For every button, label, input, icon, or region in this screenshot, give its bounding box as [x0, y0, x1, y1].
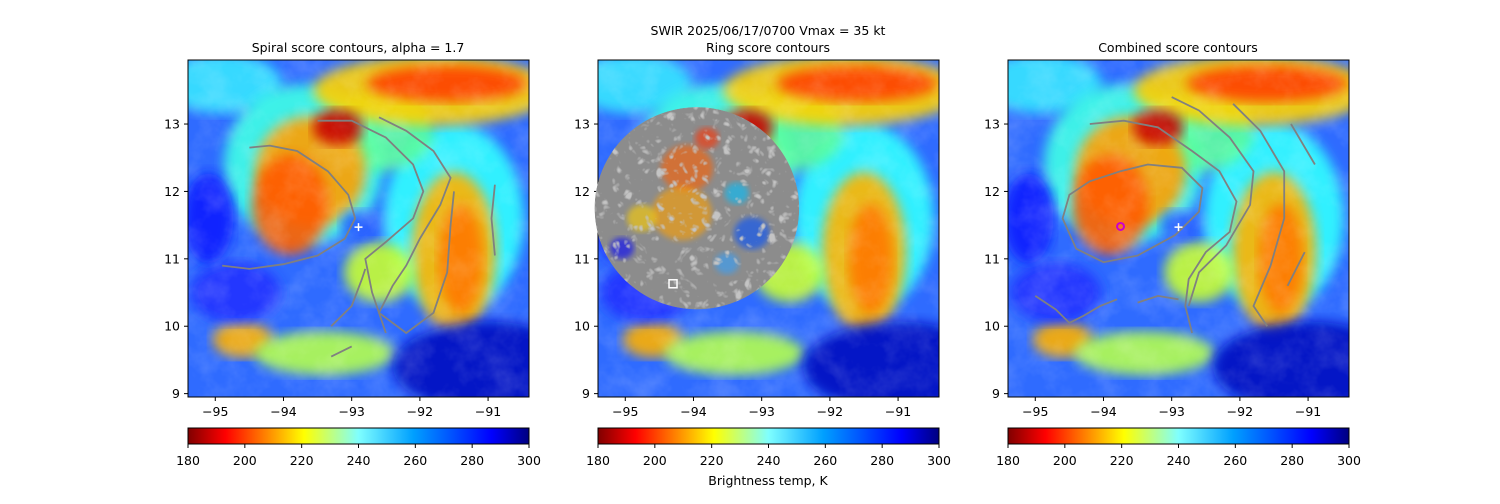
x-tick-label: −95 — [202, 404, 228, 419]
x-tick-label: −91 — [885, 404, 911, 419]
contour-line — [1232, 103, 1286, 327]
colorbar-gradient — [597, 427, 940, 445]
y-tick-label: 12 — [574, 184, 590, 199]
spiral-axes: −95 −94 −93 −92 −91 9 10 11 12 13 — [164, 59, 530, 419]
x-tick-label: −93 — [338, 404, 364, 419]
colorbar-tick-label: 260 — [813, 453, 837, 468]
y-tick-label: 11 — [984, 251, 1000, 266]
colorbar-tick-label: 280 — [460, 453, 484, 468]
ring-contours — [594, 107, 800, 310]
colorbar-tick-label: 260 — [403, 453, 427, 468]
x-tick-label: −91 — [1295, 404, 1321, 419]
contour-line — [317, 119, 425, 334]
y-tick-label: 13 — [574, 117, 590, 132]
y-tick-label: 12 — [984, 184, 1000, 199]
figure-suptitle: SWIR 2025/06/17/0700 Vmax = 35 kt — [651, 23, 886, 38]
contour-line — [1290, 123, 1316, 165]
axes-frame — [1007, 59, 1350, 398]
y-tick-label: 10 — [164, 319, 180, 334]
colorbar-tick-label: 280 — [1280, 453, 1304, 468]
x-tick-label: −95 — [612, 404, 638, 419]
combined-contours — [1034, 96, 1316, 334]
contour-line — [1171, 96, 1255, 307]
colorbar-tick-label: 260 — [1223, 453, 1247, 468]
spiral-colorbar: 180 200 220 240 260 280 300 — [176, 427, 541, 468]
contour-line — [377, 116, 455, 335]
x-tick-label: −95 — [1022, 404, 1048, 419]
x-tick-label: −93 — [1158, 404, 1184, 419]
spiral-heatmap — [188, 60, 529, 397]
y-tick-label: 10 — [984, 319, 1000, 334]
contour-line — [1286, 251, 1306, 287]
ring-colorbar: 180 200 220 240 260 280 300 — [586, 427, 951, 468]
colorbar-tick-label: 220 — [700, 453, 724, 468]
colorbar-tick-label: 180 — [586, 453, 610, 468]
combined-panel-title: Combined score contours — [1098, 40, 1258, 55]
combined-colorbar: 180 200 220 240 260 280 300 — [996, 427, 1361, 468]
y-tick-label: 9 — [992, 386, 1000, 401]
spiral-panel: Spiral score contours, alpha = 1.7 −95 −9… — [164, 40, 541, 468]
contour-line — [221, 144, 357, 270]
colorbar-tick-label: 300 — [927, 453, 951, 468]
y-tick-label: 9 — [172, 386, 180, 401]
colorbar-tick-label: 200 — [643, 453, 667, 468]
contour-line — [1137, 294, 1179, 304]
x-tick-label: −93 — [748, 404, 774, 419]
spiral-contours — [221, 116, 496, 358]
colorbar-tick-label: 300 — [517, 453, 541, 468]
center-marker — [1174, 223, 1183, 232]
ring-contour-cluster — [594, 107, 800, 310]
x-tick-label: −94 — [270, 404, 296, 419]
colorbar-tick-label: 240 — [757, 453, 781, 468]
ring-panel: Ring score contours −95 −94 −93 −92 −91 9 10 11… — [574, 40, 951, 488]
contour-line — [1034, 295, 1118, 324]
colorbar-tick-label: 280 — [870, 453, 894, 468]
ring-contour-texture — [594, 107, 800, 310]
colorbar-tick-label: 200 — [1053, 453, 1077, 468]
y-tick-label: 11 — [164, 251, 180, 266]
colorbar-gradient — [187, 427, 530, 445]
colorbar-tick-label: 200 — [233, 453, 257, 468]
contour-line — [330, 268, 367, 327]
colorbar-tick-label: 180 — [176, 453, 200, 468]
ring-panel-title: Ring score contours — [706, 40, 830, 55]
contour-line — [1089, 119, 1238, 334]
combined-panel: Combined score contours −95 −94 −93 −92 −91 9… — [984, 40, 1361, 468]
x-tick-label: −94 — [1090, 404, 1116, 419]
y-tick-label: 10 — [574, 319, 590, 334]
x-tick-label: −92 — [407, 404, 433, 419]
y-tick-label: 9 — [582, 386, 590, 401]
center-marker — [668, 279, 678, 289]
center-marker — [354, 223, 363, 232]
y-tick-label: 13 — [164, 117, 180, 132]
y-tick-label: 12 — [164, 184, 180, 199]
x-tick-label: −94 — [680, 404, 706, 419]
x-tick-label: −92 — [817, 404, 843, 419]
colorbar-label: Brightness temp, K — [708, 473, 828, 488]
y-tick-label: 13 — [984, 117, 1000, 132]
ring-axes: −95 −94 −93 −92 −91 9 10 11 12 13 — [574, 59, 940, 419]
colorbar-tick-label: 220 — [1110, 453, 1134, 468]
colorbar-tick-label: 240 — [347, 453, 371, 468]
x-tick-label: −92 — [1227, 404, 1253, 419]
contour-line — [490, 184, 496, 256]
contour-line — [1061, 163, 1204, 264]
spiral-panel-title: Spiral score contours, alpha = 1.7 — [252, 40, 465, 55]
colorbar-gradient — [1007, 427, 1350, 445]
colorbar-tick-label: 220 — [290, 453, 314, 468]
colorbar-tick-label: 300 — [1337, 453, 1361, 468]
x-tick-label: −91 — [475, 404, 501, 419]
contour-line — [330, 345, 353, 358]
colorbar-tick-label: 240 — [1167, 453, 1191, 468]
colorbar-tick-label: 180 — [996, 453, 1020, 468]
y-tick-label: 11 — [574, 251, 590, 266]
combined-marker — [1116, 221, 1126, 231]
axes-frame — [187, 59, 530, 398]
combined-axes: −95 −94 −93 −92 −91 9 10 11 12 13 — [984, 59, 1350, 419]
